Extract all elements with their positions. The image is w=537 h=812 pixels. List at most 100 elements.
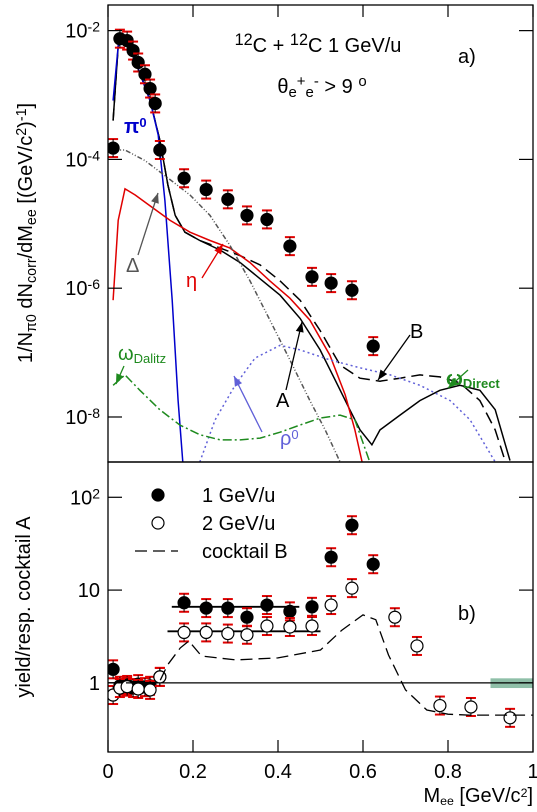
annotation-part: ρ <box>280 428 291 450</box>
tick-label: 1 <box>89 673 100 695</box>
chart-title: 12C + 12C 1 GeV/u <box>235 31 402 57</box>
annotation-part: Dalitz <box>134 351 167 366</box>
data-point <box>366 339 380 353</box>
x-axis-label-part: ee <box>440 794 454 808</box>
data-point <box>148 96 162 111</box>
data-point <box>410 639 424 653</box>
frame <box>107 461 534 753</box>
x-tick-label: 1 <box>527 761 537 783</box>
data-point <box>324 550 338 564</box>
legend-marker <box>151 488 165 502</box>
y-axis-label-part: dN <box>15 283 37 314</box>
chart-subtitle-part: > 9 <box>319 76 358 98</box>
tick-exponent: -2 <box>88 18 101 34</box>
chart-subtitle-part: e <box>288 84 296 101</box>
panel-label: b) <box>458 603 476 625</box>
data-point <box>199 182 213 197</box>
data-point <box>199 601 213 615</box>
x-axis-label-part: ] <box>527 785 533 807</box>
panel-label: a) <box>458 46 476 68</box>
x-axis-label-part: [GeV/c <box>454 785 521 807</box>
data-point <box>108 662 120 676</box>
tick-exponent: -4 <box>88 147 101 163</box>
data-point <box>131 55 145 70</box>
data-point <box>199 625 213 639</box>
annotation-part: A <box>276 390 290 412</box>
data-point <box>388 610 402 624</box>
data-point <box>305 270 319 284</box>
tick-base: 10 <box>70 487 92 509</box>
data-point <box>177 596 191 610</box>
data-point <box>221 601 235 615</box>
x-axis-label: Mee [GeV/c2] <box>423 785 533 808</box>
annotation: ωDalitz <box>118 343 166 366</box>
y-axis-label-part: ) <box>15 121 37 128</box>
arrow <box>285 321 303 391</box>
data-point <box>153 143 167 157</box>
y-axis-label-part: 2 <box>14 128 30 136</box>
data-point <box>283 620 297 634</box>
chart-title-part: 12 <box>290 31 308 49</box>
x-tick-label: 0 <box>102 761 113 783</box>
annotation: π0 <box>124 115 147 138</box>
curve <box>112 187 363 462</box>
data-point <box>240 610 254 624</box>
chart-subtitle-part: - <box>314 73 319 90</box>
tick-base: 10 <box>65 407 87 429</box>
data-point <box>221 192 235 206</box>
data-point <box>143 683 157 697</box>
y-axis-label-part: 1/N <box>15 332 37 363</box>
chart-subtitle-part: + <box>297 73 306 90</box>
y-axis-label-part: 0 <box>24 314 40 322</box>
data-point <box>305 619 319 633</box>
chart-subtitle-part: e <box>306 84 314 101</box>
data-point <box>324 276 338 290</box>
arrow-head <box>151 193 159 204</box>
y-tick-label: 102 <box>70 485 100 509</box>
y-tick-label: 10-4 <box>65 147 100 171</box>
tick-exponent: -8 <box>88 405 101 421</box>
data-point <box>177 625 191 639</box>
x-tick-label: 0.8 <box>434 761 462 783</box>
tick-base: 10 <box>65 149 87 171</box>
data-point <box>143 81 157 96</box>
y-axis-label-part: yield/resp. cocktail A <box>13 516 35 698</box>
annotation-part: Direct <box>463 376 501 391</box>
data-point <box>345 518 359 532</box>
arrow <box>137 192 159 256</box>
curve <box>112 373 371 462</box>
data-point <box>260 212 274 227</box>
y-axis-label-part: -1 <box>14 108 30 121</box>
x-tick-label: 0.4 <box>264 761 292 783</box>
arrow-head <box>448 378 459 388</box>
data-point <box>108 141 120 155</box>
arrow-head <box>234 376 243 387</box>
annotation-part: B <box>410 321 423 343</box>
y-axis-label-part: [(GeV/c <box>15 136 37 209</box>
y-axis-label: 1/Nπ0 dNcorr/dMee [(GeV/c2)-1] <box>14 103 40 363</box>
tick-base: 10 <box>65 21 87 43</box>
data-point <box>260 619 274 633</box>
y-axis-label-part: ee <box>24 209 40 225</box>
data-point <box>345 283 359 297</box>
data-point <box>324 598 338 612</box>
arrow <box>233 375 263 433</box>
data-point <box>131 682 145 696</box>
chart-title-part: C 1 GeV/u <box>308 35 401 57</box>
data-point <box>240 628 254 642</box>
annotation-part: 0 <box>139 115 146 130</box>
chart-title-part: C + <box>253 35 290 57</box>
tick-label: 10 <box>78 580 100 602</box>
series-line <box>108 614 533 716</box>
x-tick-label: 0.6 <box>349 761 377 783</box>
data-point <box>366 557 380 571</box>
data-point <box>260 598 274 612</box>
data-point <box>283 604 297 618</box>
data-point <box>177 171 191 185</box>
chart-subtitle-part: θ <box>277 76 288 98</box>
data-point <box>433 698 447 713</box>
x-axis-label-part: M <box>423 785 440 807</box>
annotation-part: Δ <box>126 255 139 277</box>
chart-subtitle: θe+e- > 9 o <box>277 73 366 101</box>
